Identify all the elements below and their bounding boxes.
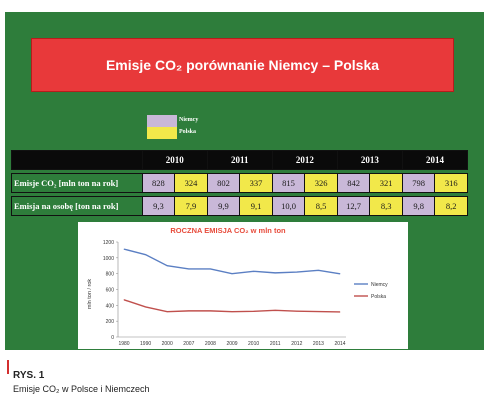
cell-niemcy: 9,8 (401, 196, 436, 216)
legend-label-polska: Polska (371, 294, 386, 300)
cell-polska: 337 (239, 173, 273, 193)
cell-niemcy: 798 (401, 173, 436, 193)
legend-label-niemcy: Niemcy (371, 282, 388, 288)
cell-niemcy: 12,7 (336, 196, 371, 216)
y-tick-label: 800 (106, 272, 115, 278)
x-tick-label: 1990 (140, 341, 151, 347)
year-header: 2010 (141, 150, 208, 170)
x-tick-label: 2007 (183, 341, 194, 347)
data-point-niemcy (145, 254, 146, 256)
row-label: Emisje CO₂ [mln ton na rok] (11, 173, 143, 193)
banner-title: Emisje CO₂ porównanie Niemcy – Polska (31, 38, 454, 92)
data-point-polska (339, 311, 341, 313)
table-header-row: 2010 2011 2012 2013 2014 (11, 150, 469, 170)
data-point-niemcy (188, 268, 190, 270)
x-tick-label: 2012 (291, 341, 302, 347)
data-point-polska (231, 311, 233, 313)
year-header: 2013 (336, 150, 403, 170)
data-point-niemcy (166, 265, 168, 267)
x-tick-label: 2013 (313, 341, 324, 347)
x-tick-label: 2000 (162, 341, 173, 347)
cell-polska: 326 (304, 173, 338, 193)
caption-accent (7, 360, 9, 374)
cell-niemcy: 842 (336, 173, 371, 193)
x-tick-label: 2014 (334, 341, 345, 347)
emission-line-chart: ROCZNA EMISJA CO₂ w mln ton mln ton / ro… (87, 226, 388, 347)
year-header: 2014 (401, 150, 469, 170)
data-point-niemcy (339, 273, 341, 275)
cell-niemcy: 9,9 (206, 196, 241, 216)
figure-caption-title: RYS. 1 (13, 370, 45, 381)
legend-swatch-polska (147, 127, 177, 139)
data-point-niemcy (318, 269, 319, 271)
data-point-polska (274, 309, 276, 311)
legend-label-polska: Polska (179, 129, 197, 135)
chart-axes (117, 242, 346, 338)
cell-niemcy: 10,0 (271, 196, 306, 216)
data-point-niemcy (253, 270, 255, 272)
data-point-niemcy (210, 268, 211, 270)
row-label: Emisja na osobę [ton na rok] (11, 196, 143, 216)
legend-swatch-niemcy (147, 115, 177, 127)
year-header: 2012 (271, 150, 338, 170)
chart-series (123, 248, 341, 313)
cell-niemcy: 828 (141, 173, 176, 193)
emissions-table: 2010 2011 2012 2013 2014 Emisje CO₂ [mln… (11, 150, 469, 216)
year-header: 2011 (206, 150, 273, 170)
table-corner (11, 150, 143, 170)
y-tick-label: 1000 (103, 256, 114, 262)
chart-ticks: 0 200 400 600 800 1000 1200 1980 1990 2000 2007 200… (103, 240, 346, 347)
data-point-polska (145, 306, 146, 308)
y-tick-label: 600 (106, 288, 115, 294)
cell-polska: 324 (174, 173, 208, 193)
cell-niemcy: 815 (271, 173, 306, 193)
x-tick-label: 1980 (118, 341, 129, 347)
x-tick-label: 2010 (248, 341, 259, 347)
cell-polska: 8,2 (434, 196, 468, 216)
data-point-polska (253, 310, 255, 312)
y-axis-label: mln ton / rok (87, 279, 93, 310)
data-point-polska (296, 310, 298, 312)
data-point-niemcy (274, 272, 276, 274)
x-tick-label: 2009 (226, 341, 237, 347)
data-point-niemcy (296, 271, 298, 273)
chart-container: ROCZNA EMISJA CO₂ w mln ton mln ton / ro… (78, 222, 408, 349)
y-tick-label: 200 (106, 319, 115, 325)
figure-caption-subtitle: Emisje CO₂ w Polsce i Niemczech (13, 384, 150, 394)
cell-polska: 8,3 (369, 196, 403, 216)
banner-title-text: Emisje CO₂ porównanie Niemcy – Polska (105, 57, 380, 73)
cell-polska: 321 (369, 173, 403, 193)
chart-legend: Niemcy Polska (354, 282, 388, 300)
table-row: Emisja na osobę [ton na rok] 9,3 7,9 9,9… (11, 196, 468, 216)
table-row: Emisje CO₂ [mln ton na rok] 828 324 802 … (11, 173, 468, 193)
cell-polska: 8,5 (304, 196, 338, 216)
data-point-polska (318, 311, 319, 312)
cell-polska: 316 (434, 173, 468, 193)
data-point-polska (188, 310, 190, 312)
y-tick-label: 0 (111, 335, 114, 341)
cell-niemcy: 802 (206, 173, 241, 193)
x-tick-label: 2011 (270, 341, 281, 347)
series-line-niemcy (123, 248, 341, 275)
chart-title: ROCZNA EMISJA CO₂ w mln ton (170, 226, 286, 235)
data-point-polska (166, 311, 168, 313)
data-point-niemcy (123, 248, 125, 250)
y-tick-label: 400 (106, 303, 115, 309)
x-tick-label: 2008 (205, 341, 216, 347)
data-point-polska (123, 299, 125, 301)
cell-polska: 7,9 (174, 196, 208, 216)
series-line-polska (123, 299, 341, 313)
cell-polska: 9,1 (239, 196, 273, 216)
legend-label-niemcy: Niemcy (179, 117, 199, 123)
cell-niemcy: 9,3 (141, 196, 176, 216)
y-tick-label: 1200 (103, 240, 114, 246)
data-point-polska (210, 310, 211, 312)
data-point-niemcy (231, 273, 233, 275)
